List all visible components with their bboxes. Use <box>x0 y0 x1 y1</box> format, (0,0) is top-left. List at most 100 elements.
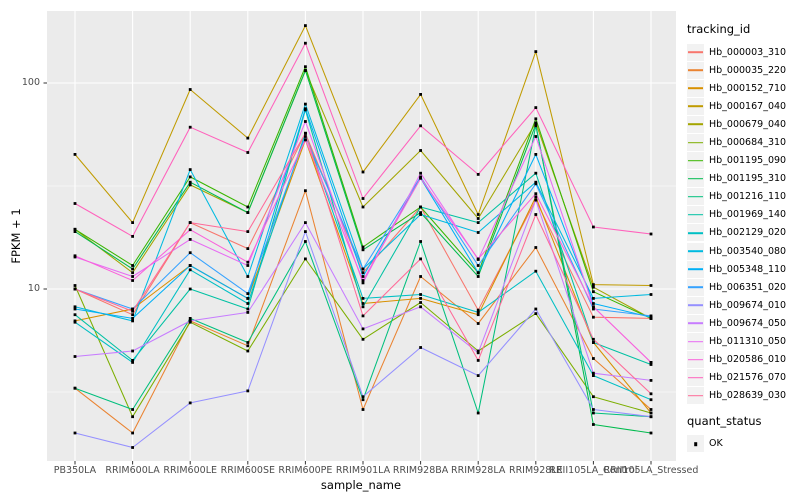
legend-key-box <box>687 435 704 453</box>
data-point <box>131 415 134 419</box>
data-point <box>188 287 192 291</box>
legend-item-Hb_011310_050: Hb_011310_050 <box>687 333 800 351</box>
legend-key-line-icon <box>688 87 703 90</box>
x-tick-label-RRIM600LA: RRIM600LA <box>105 465 160 476</box>
data-point <box>131 307 134 311</box>
legend-key-box <box>687 296 704 314</box>
legend-key-line-icon <box>688 358 703 361</box>
legend-key-box <box>687 333 704 351</box>
legend-item-label: OK <box>709 438 723 450</box>
data-point <box>131 317 134 320</box>
legend-item-label: Hb_002129_020 <box>709 227 787 239</box>
data-point <box>419 297 422 300</box>
data-point <box>592 357 595 360</box>
data-point <box>246 275 250 278</box>
data-point <box>361 245 365 249</box>
data-point <box>534 153 538 156</box>
legend-title-quant-status: quant_status <box>687 413 762 428</box>
data-point <box>361 314 365 318</box>
y-tick-label: 10 <box>27 283 40 294</box>
data-point <box>304 257 307 261</box>
legend-item-Hb_020586_010: Hb_020586_010 <box>687 351 800 369</box>
legend-key-line-icon <box>688 196 703 198</box>
data-point <box>592 225 595 229</box>
data-point <box>246 205 250 209</box>
data-point <box>304 69 307 72</box>
legend-item-quant-ok: OK <box>687 435 800 453</box>
legend-item-Hb_000167_040: Hb_000167_040 <box>687 97 800 115</box>
data-point <box>476 173 480 176</box>
data-point <box>188 264 192 267</box>
legend-key-box <box>687 97 704 115</box>
data-point <box>419 213 422 216</box>
data-point <box>188 238 192 241</box>
data-point <box>592 337 595 341</box>
data-point <box>592 307 595 311</box>
legend-item-Hb_009674_010: Hb_009674_010 <box>687 296 800 314</box>
data-point <box>419 205 422 209</box>
legend-key-line-icon <box>688 141 703 144</box>
data-point <box>246 311 250 314</box>
data-point <box>131 271 134 275</box>
legend-item-Hb_028639_030: Hb_028639_030 <box>687 387 800 405</box>
legend-key-line-icon <box>688 214 703 216</box>
data-point <box>188 228 192 232</box>
legend-key-box <box>687 115 704 133</box>
data-point <box>649 284 653 287</box>
data-point <box>361 205 365 209</box>
data-point <box>73 305 77 309</box>
data-point <box>131 349 134 353</box>
data-point <box>592 283 595 286</box>
x-tick-label-RRIM928LE: RRIM928LE <box>508 465 563 476</box>
data-point <box>649 379 653 382</box>
legend-key-box <box>687 387 704 405</box>
data-point <box>73 153 77 156</box>
legend-item-Hb_001969_140: Hb_001969_140 <box>687 206 800 224</box>
x-tick-label-RRIM928BA: RRIM928BA <box>392 465 449 476</box>
data-point <box>131 235 134 238</box>
legend-key-line-icon <box>688 286 703 289</box>
data-point <box>592 297 595 300</box>
data-point <box>131 221 134 224</box>
data-point <box>188 168 192 171</box>
data-point <box>304 221 307 224</box>
data-point <box>419 93 422 96</box>
data-point <box>361 398 365 402</box>
data-point <box>534 246 538 249</box>
data-point <box>246 297 250 300</box>
data-point <box>73 431 77 435</box>
legend-key-line-icon <box>688 232 703 234</box>
legend-key-box <box>687 43 704 61</box>
legend-item-Hb_000152_710: Hb_000152_710 <box>687 79 800 97</box>
legend-item-label: Hb_028639_030 <box>709 390 787 402</box>
data-point <box>476 264 480 267</box>
data-point <box>304 189 307 193</box>
legend-key-line-icon <box>688 51 703 53</box>
legend-key-box <box>687 314 704 332</box>
legend-item-label: Hb_011310_050 <box>709 336 787 348</box>
legend-item-label: Hb_000035_220 <box>709 64 787 76</box>
legend-items: Hb_000003_310 Hb_000035_220 Hb_000152_710 H… <box>687 43 800 405</box>
data-point <box>534 117 538 121</box>
legend-key-box <box>687 61 704 79</box>
legend-item-label: Hb_021576_070 <box>709 372 787 384</box>
legend-item-label: Hb_000167_040 <box>709 100 787 112</box>
data-point <box>649 431 653 435</box>
data-point <box>246 307 250 311</box>
x-tick-label-PB350LA: PB350LA <box>53 465 97 476</box>
data-point <box>246 302 250 305</box>
legend-key-line-icon <box>688 376 703 379</box>
data-point <box>304 240 307 243</box>
legend-item-Hb_009674_050: Hb_009674_050 <box>687 314 800 332</box>
data-point <box>476 213 480 216</box>
legend-item-Hb_000035_220: Hb_000035_220 <box>687 61 800 79</box>
legend-key-line-icon <box>688 69 703 71</box>
data-point <box>131 275 134 278</box>
data-point <box>419 124 422 128</box>
data-point <box>188 268 192 272</box>
data-point <box>304 107 307 111</box>
legend-item-label: Hb_001216_110 <box>709 191 787 203</box>
legend-key-box <box>687 188 704 206</box>
